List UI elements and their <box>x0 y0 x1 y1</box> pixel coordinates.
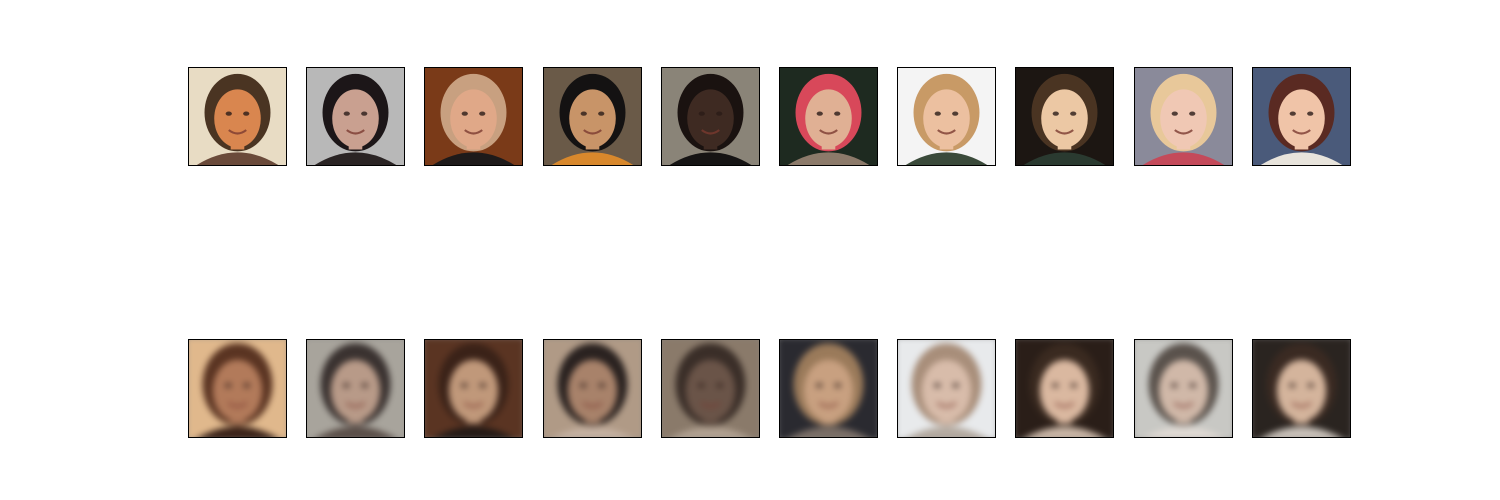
face-icon <box>662 68 759 165</box>
face-icon <box>1016 68 1113 165</box>
blurred-face-icon <box>780 340 877 437</box>
blurred-face-icon <box>307 340 404 437</box>
face-icon <box>1253 68 1350 165</box>
reconstructed-face-1 <box>188 339 287 438</box>
blurred-face-icon <box>544 340 641 437</box>
reconstructed-face-2 <box>306 339 405 438</box>
face-icon <box>1135 68 1232 165</box>
original-face-4 <box>543 67 642 166</box>
reconstructed-face-6 <box>779 339 878 438</box>
face-icon <box>425 68 522 165</box>
original-faces-row <box>188 67 1351 166</box>
face-icon <box>189 68 286 165</box>
face-icon <box>307 68 404 165</box>
reconstructed-face-5 <box>661 339 760 438</box>
blurred-face-icon <box>898 340 995 437</box>
original-face-7 <box>897 67 996 166</box>
original-face-1 <box>188 67 287 166</box>
original-face-2 <box>306 67 405 166</box>
reconstructed-face-9 <box>1134 339 1233 438</box>
reconstructed-faces-row <box>188 339 1351 438</box>
blurred-face-icon <box>189 340 286 437</box>
original-face-10 <box>1252 67 1351 166</box>
blurred-face-icon <box>425 340 522 437</box>
reconstructed-face-3 <box>424 339 523 438</box>
reconstructed-face-7 <box>897 339 996 438</box>
blurred-face-icon <box>1135 340 1232 437</box>
face-icon <box>898 68 995 165</box>
original-face-3 <box>424 67 523 166</box>
reconstructed-face-8 <box>1015 339 1114 438</box>
blurred-face-icon <box>1253 340 1350 437</box>
original-face-5 <box>661 67 760 166</box>
blurred-face-icon <box>662 340 759 437</box>
face-icon <box>780 68 877 165</box>
reconstructed-face-4 <box>543 339 642 438</box>
blurred-face-icon <box>1016 340 1113 437</box>
original-face-6 <box>779 67 878 166</box>
original-face-8 <box>1015 67 1114 166</box>
face-icon <box>544 68 641 165</box>
original-face-9 <box>1134 67 1233 166</box>
reconstructed-face-10 <box>1252 339 1351 438</box>
